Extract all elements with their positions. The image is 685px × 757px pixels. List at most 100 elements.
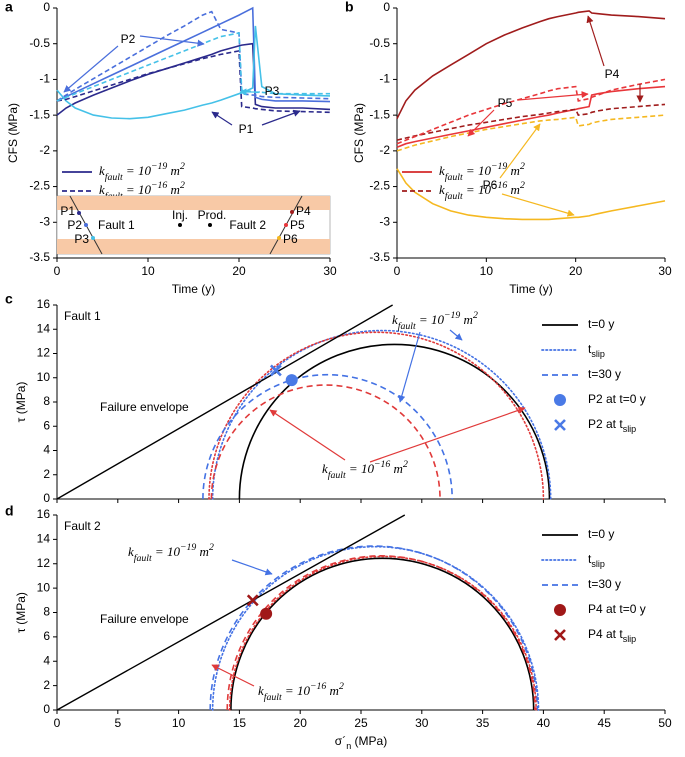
- inset-label: P6: [283, 232, 298, 246]
- y-tick-label: -3: [379, 214, 390, 228]
- inset-label: P1: [60, 204, 75, 218]
- inset-point: [77, 211, 81, 215]
- x-tick-label: 10: [172, 716, 186, 730]
- annotation-arrow: [586, 15, 605, 67]
- inset-point: [84, 223, 88, 227]
- mohr-circle: [238, 343, 551, 500]
- legend-label: P2 at tslip: [588, 417, 636, 434]
- cfs-line: [396, 85, 666, 149]
- x-axis-label: Time (y): [172, 282, 216, 296]
- y-tick-label: 14: [37, 321, 51, 335]
- x-tick-label: 20: [232, 264, 246, 278]
- annotation: kfault = 10−19 m2: [128, 542, 214, 564]
- y-tick-label: 0: [383, 0, 390, 14]
- legend-label-part: = 10: [463, 182, 492, 197]
- legend-label-part: m: [507, 163, 520, 178]
- legend-label-part: = 10: [123, 182, 152, 197]
- annotation-part: = 10: [282, 683, 311, 698]
- annotation-part: m: [460, 312, 473, 327]
- legend-label-part: t=30 y: [588, 367, 621, 381]
- cfs-line: [56, 42, 331, 116]
- y-tick-label: 12: [37, 556, 51, 570]
- legend-label-part: t: [588, 342, 592, 356]
- x-tick-label: 35: [476, 716, 490, 730]
- legend-label-part: P4 at t=0 y: [588, 602, 646, 616]
- x-tick-label: 20: [569, 264, 583, 278]
- legend-label: P4 at tslip: [588, 627, 636, 644]
- legend-label-part: m: [507, 182, 520, 197]
- x-tick-label: 50: [658, 716, 672, 730]
- legend-label: tslip: [588, 342, 605, 359]
- legend-label-part: t=0 y: [588, 527, 614, 541]
- cfs-line: [56, 32, 330, 102]
- annotation-part: m: [390, 461, 403, 476]
- annotation-arrow: [261, 109, 301, 126]
- legend-label-part: t: [588, 552, 592, 566]
- failure-envelope: [56, 514, 406, 711]
- legend-label: kfault = 10−19 m2: [439, 161, 525, 183]
- legend-label-part: 2: [520, 180, 525, 191]
- cfs-line: [396, 114, 666, 152]
- legend-label-part: slip: [623, 634, 637, 644]
- point-marker: [269, 364, 282, 377]
- x-tick-label: 45: [598, 716, 612, 730]
- legend-label: t=30 y: [588, 577, 621, 591]
- point-marker: [246, 594, 259, 607]
- x-axis-label-part: (MPa): [351, 734, 387, 748]
- inset-point: [178, 223, 182, 227]
- annotation: P3: [265, 84, 280, 98]
- legend-label-part: = 10: [463, 163, 492, 178]
- annotation-part: 2: [209, 542, 214, 553]
- cfs-line: [396, 168, 666, 221]
- y-tick-label: 6: [43, 418, 50, 432]
- point-marker: [260, 607, 273, 620]
- cfs-line: [56, 6, 331, 103]
- inset-label: Inj.: [172, 208, 188, 222]
- fault-title: Fault 2: [64, 519, 101, 533]
- point-marker: [554, 604, 566, 616]
- y-tick-label: -1: [39, 72, 50, 86]
- inset-label: Prod.: [198, 208, 227, 222]
- x-tick-label: 20: [294, 716, 308, 730]
- inset-label: Fault 2: [229, 218, 266, 232]
- inset-band: [57, 239, 330, 254]
- annotation: P4: [605, 67, 620, 81]
- legend-label: t=0 y: [588, 527, 614, 541]
- legend-label: kfault = 10−19 m2: [99, 161, 185, 183]
- legend-label-part: −19: [151, 161, 167, 172]
- y-tick-label: 6: [43, 629, 50, 643]
- y-tick-label: 0: [43, 702, 50, 716]
- legend-label-part: slip: [623, 424, 637, 434]
- annotation-arrow: [449, 329, 463, 341]
- annotation-part: k: [322, 461, 328, 476]
- annotation-part: 2: [339, 681, 344, 692]
- annotation-part: fault: [328, 470, 346, 481]
- y-tick-label: 8: [43, 394, 50, 408]
- cfs-line: [56, 49, 331, 114]
- y-tick-label: -1: [379, 72, 390, 86]
- annotation-arrow: [269, 409, 346, 461]
- panel-label: a: [5, 0, 13, 15]
- annotation-arrow: [467, 109, 495, 137]
- inset-point: [290, 210, 294, 214]
- annotation-part: m: [326, 683, 339, 698]
- annotation-part: k: [392, 312, 398, 327]
- annotation: P1: [239, 122, 254, 136]
- legend-label-part: slip: [591, 559, 605, 569]
- mohr-circle: [226, 555, 536, 711]
- x-tick-label: 0: [54, 264, 61, 278]
- legend-label-part: t=30 y: [588, 577, 621, 591]
- legend-label-part: P2 at t=0 y: [588, 392, 646, 406]
- annotation-part: 2: [403, 459, 408, 470]
- inset-label: Fault 1: [98, 218, 135, 232]
- legend-label-part: −16: [151, 180, 167, 191]
- y-tick-label: -2.5: [29, 179, 50, 193]
- annotation-part: fault: [134, 553, 152, 564]
- inset-point: [91, 236, 95, 240]
- y-axis-label: CFS (MPa): [352, 103, 366, 163]
- fault-title: Fault 1: [64, 309, 101, 323]
- mohr-circle: [202, 374, 453, 500]
- x-stroke: [554, 629, 566, 641]
- y-tick-label: 4: [43, 653, 50, 667]
